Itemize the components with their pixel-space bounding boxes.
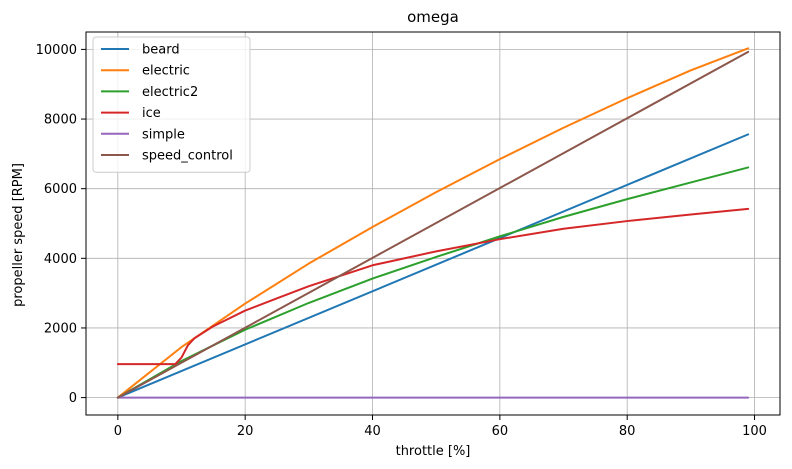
plot-frame bbox=[85, 31, 781, 416]
y-tick-label: 0 bbox=[69, 391, 77, 406]
y-tick-label: 10000 bbox=[36, 43, 77, 58]
y-tick-label: 8000 bbox=[44, 113, 77, 128]
x-tick-label: 0 bbox=[114, 424, 122, 439]
x-tick-label: 80 bbox=[619, 424, 636, 439]
series-line-ice bbox=[116, 207, 750, 366]
series-line-electric2 bbox=[116, 166, 750, 399]
legend-label: beard bbox=[142, 43, 180, 58]
x-tick-label: 40 bbox=[364, 424, 381, 439]
series-lines bbox=[116, 47, 750, 399]
axis-ticks: 0 20 40 60 80 100 0 2000 4000 6000 8000 10000 bbox=[36, 43, 767, 439]
y-tick-label: 4000 bbox=[44, 252, 77, 267]
legend-label: simple bbox=[142, 127, 185, 142]
x-tick-label: 100 bbox=[742, 424, 767, 439]
y-tick-label: 6000 bbox=[44, 182, 77, 197]
legend: beard electric electric2 ice simple speed_con… bbox=[92, 36, 251, 173]
chart-title: omega bbox=[407, 8, 459, 26]
x-tick-label: 60 bbox=[492, 424, 509, 439]
legend-label: speed_control bbox=[142, 149, 233, 164]
legend-box bbox=[92, 36, 251, 173]
x-tick-label: 20 bbox=[237, 424, 254, 439]
y-tick-label: 2000 bbox=[44, 321, 77, 336]
legend-label: ice bbox=[142, 106, 161, 121]
series-line-speed-control bbox=[116, 50, 750, 399]
series-line-electric bbox=[116, 47, 750, 399]
x-axis-label: throttle [%] bbox=[396, 444, 471, 459]
series-line-beard bbox=[116, 133, 750, 399]
legend-label: electric bbox=[142, 64, 190, 79]
y-axis-label: propeller speed [RPM] bbox=[11, 163, 26, 307]
legend-label: electric2 bbox=[142, 85, 198, 100]
